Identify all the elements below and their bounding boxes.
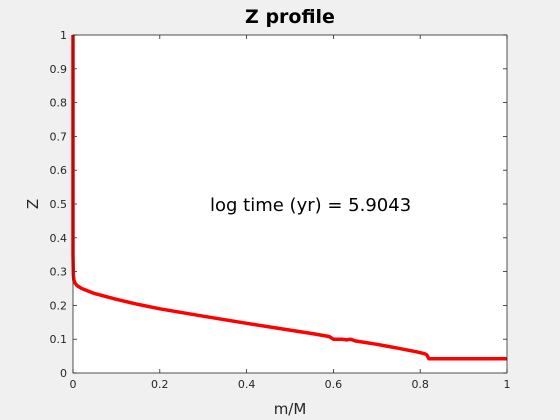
y-tick-label: 0.2 [50, 299, 68, 312]
y-tick-label: 0 [60, 367, 67, 380]
plot-frame [72, 34, 508, 374]
chart-title: Z profile [245, 6, 335, 28]
y-tick-label: 0.4 [50, 232, 68, 245]
x-tick-label: 0.4 [238, 378, 256, 391]
y-tick-label: 0.9 [50, 63, 68, 76]
x-tick-label: 0.2 [151, 378, 169, 391]
x-tick-label: 0.8 [411, 378, 429, 391]
y-tick-label: 0.8 [50, 97, 68, 110]
y-axis-label: Z [24, 199, 42, 209]
y-tick-label: 0.3 [50, 266, 68, 279]
log-time-annotation: log time (yr) = 5.9043 [210, 195, 411, 216]
y-tick-label: 1 [60, 29, 67, 42]
x-tick-label: 1 [504, 378, 511, 391]
x-tick-label: 0.6 [325, 378, 343, 391]
y-tick-label: 0.1 [50, 333, 68, 346]
x-axis-label: m/M [274, 400, 307, 418]
z-profile-line [71, 35, 507, 361]
y-tick-label: 0.7 [50, 130, 68, 143]
y-tick-label: 0.6 [50, 164, 68, 177]
y-tick-label: 0.5 [50, 198, 68, 211]
x-tick-label: 0 [70, 378, 77, 391]
plot-area [73, 35, 507, 373]
